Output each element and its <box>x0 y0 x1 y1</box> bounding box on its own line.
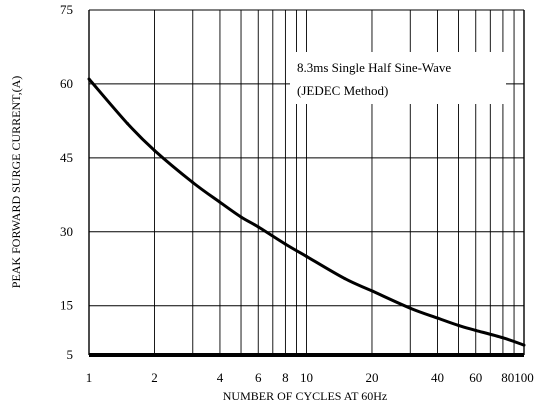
x-tick-label: 8 <box>282 370 289 385</box>
series-point <box>87 77 91 81</box>
x-tick-label: 1 <box>86 370 93 385</box>
y-tick-label: 45 <box>60 150 73 165</box>
series-point <box>435 316 439 320</box>
series-point <box>239 215 243 219</box>
x-tick-label: 40 <box>431 370 444 385</box>
series-point <box>522 343 526 347</box>
x-tick-label: 20 <box>365 370 378 385</box>
series-point <box>191 181 195 184</box>
series-point <box>283 242 287 246</box>
series-point <box>152 148 156 152</box>
series-point <box>256 225 260 229</box>
annotation-line-1: 8.3ms Single Half Sine-Wave <box>297 60 451 75</box>
x-tick-label: 6 <box>255 370 262 385</box>
series-point <box>501 336 505 340</box>
series-point <box>305 254 308 258</box>
y-tick-label: 30 <box>60 224 73 239</box>
series-point <box>370 289 374 293</box>
series-point <box>457 323 461 327</box>
y-axis-title: PEAK FORWARD SURGE CURRENT,(A) <box>9 76 23 288</box>
x-tick-label: 10 <box>300 370 313 385</box>
series-point <box>218 200 222 204</box>
annotation-line-2: (JEDEC Method) <box>297 83 388 98</box>
x-axis-title: NUMBER OF CYCLES AT 60Hz <box>223 389 387 403</box>
annotation-box <box>290 52 506 104</box>
y-tick-label: 5 <box>67 347 74 362</box>
y-tick-label: 60 <box>60 76 73 91</box>
x-tick-label: 80100 <box>501 370 534 385</box>
y-tick-label: 75 <box>60 2 73 17</box>
x-tick-label: 4 <box>217 370 224 385</box>
series-point <box>125 121 129 125</box>
x-tick-label: 60 <box>469 370 482 385</box>
series-layer <box>87 77 526 347</box>
series-point <box>474 328 478 332</box>
series-point <box>343 277 347 281</box>
tick-labels: 5 15 30 45 60 75 1 2 4 6 8 10 20 40 60 80100 <box>60 2 534 385</box>
series-point <box>408 306 412 310</box>
y-tick-label: 15 <box>60 298 73 313</box>
x-tick-label: 2 <box>151 370 158 385</box>
